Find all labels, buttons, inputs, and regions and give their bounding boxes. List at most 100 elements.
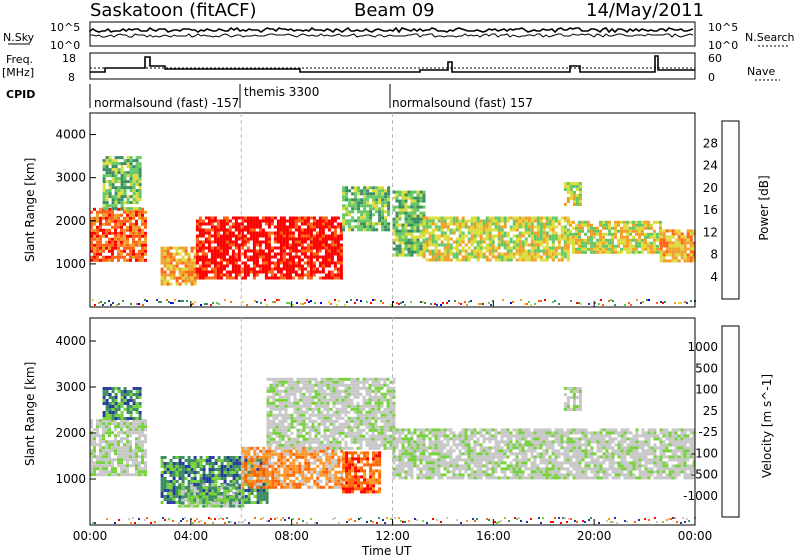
power-cell xyxy=(450,247,453,250)
power-cell xyxy=(301,238,304,241)
power-cell xyxy=(360,222,363,225)
power-cell xyxy=(141,223,144,226)
velocity-cell xyxy=(99,419,102,422)
power-cell xyxy=(292,244,295,247)
power-cell xyxy=(115,192,118,195)
velocity-cell xyxy=(126,455,129,458)
velocity-cell xyxy=(250,474,253,477)
power-cell xyxy=(447,229,450,232)
power-cell xyxy=(423,206,426,209)
power-cell xyxy=(322,247,325,250)
power-cell xyxy=(348,198,351,201)
velocity-cell xyxy=(334,486,337,489)
power-cell xyxy=(109,156,112,159)
power-cell xyxy=(313,244,316,247)
power-cell xyxy=(141,256,144,259)
power-cell xyxy=(638,242,641,245)
power-noise xyxy=(624,304,626,306)
power-cell xyxy=(118,177,121,180)
velocity-cell xyxy=(300,414,303,417)
velocity-cell xyxy=(280,462,283,465)
power-cell xyxy=(235,271,238,274)
velocity-cell xyxy=(250,486,253,489)
power-cell xyxy=(363,228,366,231)
velocity-cell xyxy=(273,381,276,384)
power-cell xyxy=(525,217,528,220)
velocity-cell xyxy=(316,459,319,462)
velocity-cell xyxy=(285,441,288,444)
power-cell xyxy=(304,217,307,220)
power-cell xyxy=(552,244,555,247)
power-cell xyxy=(310,268,313,271)
power-cell xyxy=(229,229,232,232)
velocity-cell xyxy=(357,487,360,490)
power-cell xyxy=(199,217,202,220)
velocity-cell xyxy=(300,408,303,411)
power-cell xyxy=(328,226,331,229)
power-cell xyxy=(124,159,127,162)
power-cell xyxy=(277,262,280,265)
power-cell xyxy=(465,220,468,223)
power-cell xyxy=(176,280,179,283)
velocity-cell xyxy=(182,462,185,465)
velocity-cell xyxy=(306,411,309,414)
power-cell xyxy=(453,229,456,232)
power-cell xyxy=(653,221,656,224)
velocity-cell xyxy=(161,492,164,495)
power-cell xyxy=(310,265,313,268)
velocity-cell xyxy=(271,486,274,489)
power-cell xyxy=(191,274,194,277)
power-cell xyxy=(453,241,456,244)
power-cell xyxy=(217,247,220,250)
power-cell xyxy=(121,207,124,210)
power-cell xyxy=(328,250,331,253)
power-cell xyxy=(423,212,426,215)
power-cell xyxy=(105,259,108,262)
velocity-cell xyxy=(331,465,334,468)
power-cell xyxy=(112,204,115,207)
power-cell xyxy=(534,217,537,220)
velocity-cell xyxy=(369,484,372,487)
power-cell xyxy=(522,256,525,259)
velocity-cell xyxy=(294,390,297,393)
velocity-cell xyxy=(342,454,345,457)
power-cell xyxy=(342,204,345,207)
power-cell xyxy=(295,217,298,220)
velocity-cell xyxy=(322,462,325,465)
power-cell xyxy=(118,180,121,183)
velocity-cell xyxy=(182,477,185,480)
power-cell xyxy=(510,259,513,262)
power-cell xyxy=(109,168,112,171)
velocity-cell xyxy=(270,405,273,408)
power-cell xyxy=(620,242,623,245)
power-cell xyxy=(238,250,241,253)
power-cell xyxy=(519,232,522,235)
velocity-cell xyxy=(176,465,179,468)
velocity-cell xyxy=(288,378,291,381)
power-cell xyxy=(441,241,444,244)
velocity-cell xyxy=(112,387,115,390)
velocity-cell xyxy=(271,471,274,474)
velocity-cell xyxy=(268,453,271,456)
velocity-cell xyxy=(369,490,372,493)
power-cell xyxy=(331,217,334,220)
velocity-cell xyxy=(300,390,303,393)
power-cell xyxy=(283,259,286,262)
velocity-cell xyxy=(294,399,297,402)
power-cell xyxy=(492,250,495,253)
power-cell xyxy=(647,236,650,239)
velocity-cell xyxy=(138,434,141,437)
velocity-cell xyxy=(123,452,126,455)
velocity-cell xyxy=(328,471,331,474)
velocity-cell xyxy=(167,468,170,471)
power-noise xyxy=(160,301,162,303)
velocity-cell xyxy=(297,384,300,387)
velocity-cell xyxy=(313,453,316,456)
power-cell xyxy=(322,220,325,223)
power-cell xyxy=(141,214,144,217)
power-cell xyxy=(605,233,608,236)
power-cell xyxy=(256,217,259,220)
power-cell xyxy=(286,229,289,232)
power-cell xyxy=(313,247,316,250)
power-cell xyxy=(117,244,120,247)
